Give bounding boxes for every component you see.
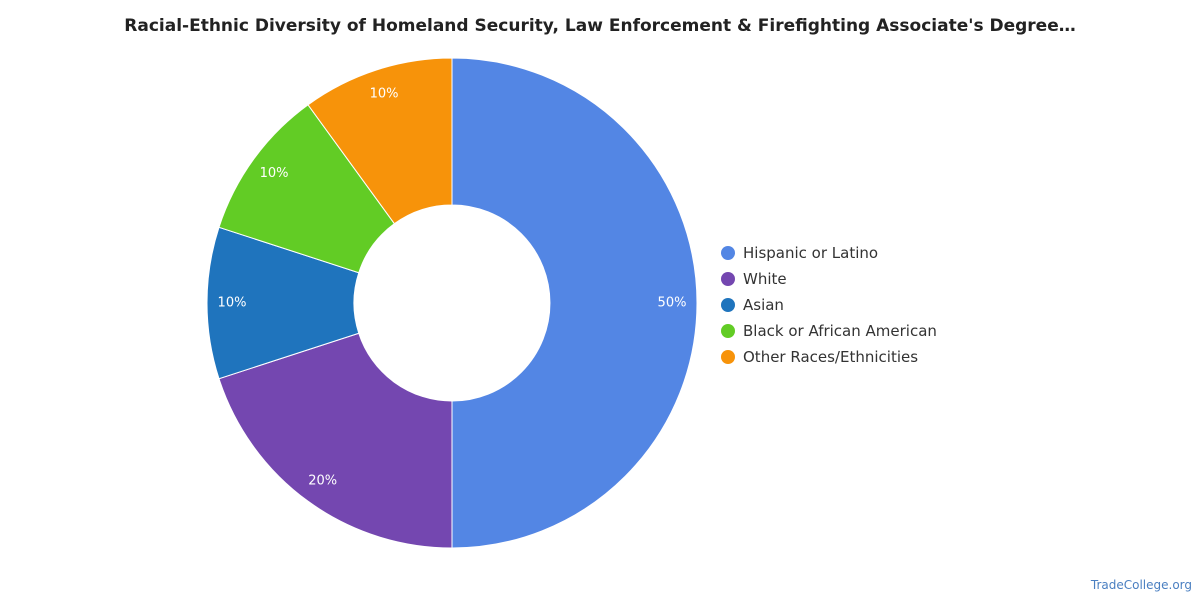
legend-item-hispanic-or-latino[interactable]: Hispanic or Latino [721, 240, 937, 266]
slice-other-races-ethnicities[interactable] [307, 57, 453, 225]
slice-label-other-races-ethnicities: 10% [370, 86, 399, 101]
legend-label: Black or African American [743, 322, 937, 340]
donut-slices [206, 57, 698, 549]
legend-swatch [721, 324, 735, 338]
legend-label: White [743, 270, 787, 288]
legend-item-other-races-ethnicities[interactable]: Other Races/Ethnicities [721, 344, 937, 370]
slice-label-hispanic-or-latino: 50% [658, 296, 687, 311]
chart-title: Racial-Ethnic Diversity of Homeland Secu… [124, 16, 1076, 36]
legend-swatch [721, 246, 735, 260]
slice-white[interactable] [218, 332, 453, 549]
legend-swatch [721, 350, 735, 364]
slice-label-black-or-african-american: 10% [260, 166, 289, 181]
source-credit-link[interactable]: TradeCollege.org [1090, 578, 1192, 592]
legend: Hispanic or Latino White Asian Black or Afr… [721, 240, 937, 370]
legend-item-white[interactable]: White [721, 266, 937, 292]
legend-item-black-or-african-american[interactable]: Black or African American [721, 318, 937, 344]
legend-swatch [721, 272, 735, 286]
legend-label: Other Races/Ethnicities [743, 348, 919, 366]
slice-label-white: 20% [308, 473, 337, 488]
legend-swatch [721, 298, 735, 312]
legend-label: Hispanic or Latino [743, 244, 879, 262]
slice-label-asian: 10% [218, 296, 247, 311]
slice-hispanic-or-latino[interactable] [451, 57, 698, 549]
slice-labels: 50% 20% 10% 10% 10% [218, 86, 687, 488]
legend-item-asian[interactable]: Asian [721, 292, 937, 318]
legend-label: Asian [743, 296, 784, 314]
